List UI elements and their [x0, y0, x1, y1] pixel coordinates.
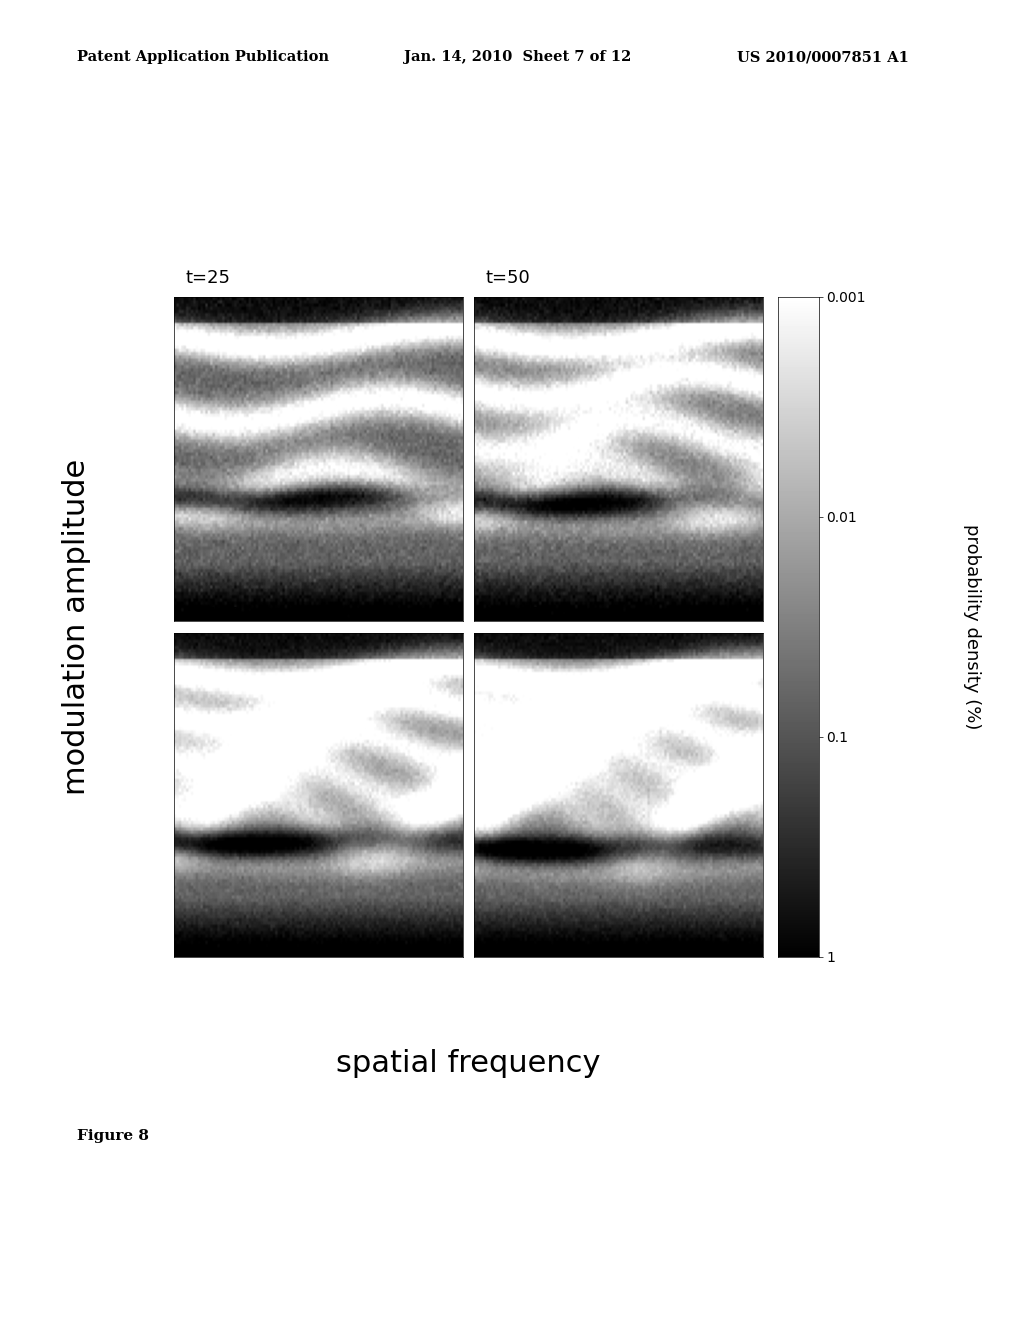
- Text: t=100: t=100: [185, 606, 242, 624]
- Text: t=25: t=25: [185, 269, 230, 288]
- Text: Figure 8: Figure 8: [77, 1129, 148, 1143]
- Y-axis label: probability density (%): probability density (%): [963, 524, 981, 730]
- Text: modulation amplitude: modulation amplitude: [62, 459, 91, 795]
- Text: spatial frequency: spatial frequency: [336, 1049, 601, 1078]
- Text: US 2010/0007851 A1: US 2010/0007851 A1: [737, 50, 909, 65]
- Text: t=50: t=50: [485, 269, 530, 288]
- Text: t=300: t=300: [485, 606, 542, 624]
- Text: Jan. 14, 2010  Sheet 7 of 12: Jan. 14, 2010 Sheet 7 of 12: [404, 50, 632, 65]
- Text: Patent Application Publication: Patent Application Publication: [77, 50, 329, 65]
